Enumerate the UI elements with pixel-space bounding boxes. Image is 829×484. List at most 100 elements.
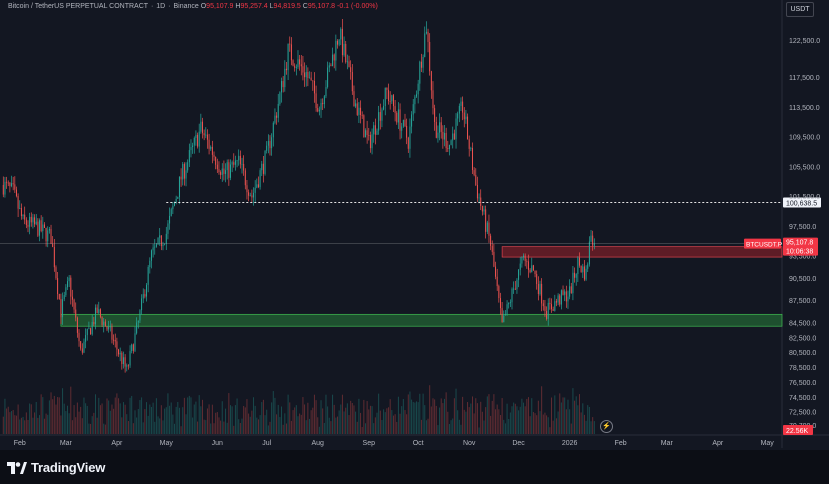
volume-bar xyxy=(523,402,525,434)
volume-bar xyxy=(529,416,531,434)
volume-bar xyxy=(495,409,497,434)
candle xyxy=(416,94,418,97)
volume-bar xyxy=(381,420,383,434)
volume-bar xyxy=(206,408,208,434)
volume-bar xyxy=(439,407,441,434)
volume-bar xyxy=(491,400,493,434)
candle xyxy=(76,317,78,333)
candle xyxy=(256,184,258,188)
candle xyxy=(439,122,441,133)
candle xyxy=(462,101,464,113)
candle xyxy=(401,126,403,131)
candle xyxy=(218,169,220,173)
currency-unit-button[interactable]: USDT xyxy=(786,2,814,17)
candle xyxy=(544,306,546,311)
candle xyxy=(208,139,210,149)
candle xyxy=(485,209,487,232)
candle xyxy=(91,321,93,335)
candle xyxy=(177,197,179,199)
volume-bar xyxy=(569,409,571,434)
volume-bar xyxy=(490,415,492,434)
volume-bar xyxy=(58,397,60,434)
volume-bar xyxy=(55,404,57,434)
volume-bar xyxy=(4,398,6,434)
volume-bar xyxy=(330,421,332,434)
volume-bar xyxy=(266,409,268,434)
candle xyxy=(88,328,90,330)
candle xyxy=(90,328,92,335)
volume-bar xyxy=(396,421,398,434)
y-tick-label: 122,500.0 xyxy=(789,38,820,45)
candle xyxy=(353,91,355,107)
candle xyxy=(424,33,426,57)
interval: 1D xyxy=(156,3,166,10)
volume-bar xyxy=(96,417,98,434)
candle xyxy=(139,310,141,321)
volume-bar xyxy=(187,397,189,434)
x-tick-label: Apr xyxy=(712,440,724,447)
candle xyxy=(318,109,320,112)
price-tag-value: 95,107.8 xyxy=(786,240,813,247)
volume-bar xyxy=(241,418,243,434)
volume-bar xyxy=(537,400,539,434)
footer-bar: TradingView xyxy=(0,450,829,484)
volume-bar xyxy=(371,406,373,434)
volume-bar xyxy=(269,421,271,434)
volume-bar xyxy=(234,405,236,434)
volume-bar xyxy=(587,405,589,434)
volume-bar xyxy=(488,394,490,434)
tradingview-logo[interactable]: TradingView xyxy=(7,460,105,475)
candle xyxy=(206,134,208,140)
volume-bar xyxy=(508,418,510,434)
candle xyxy=(73,299,75,310)
candle xyxy=(392,95,394,107)
candle xyxy=(440,122,442,132)
y-tick-label: 109,500.0 xyxy=(789,135,820,142)
volume-bar xyxy=(555,418,557,434)
volume-bar xyxy=(213,423,215,434)
volume-bar xyxy=(419,393,421,434)
volume-bar xyxy=(134,410,136,434)
candle xyxy=(228,162,230,178)
volume-bar xyxy=(185,414,187,434)
volume-bar xyxy=(580,412,582,434)
candle xyxy=(96,307,98,313)
candle xyxy=(555,301,557,303)
candle xyxy=(399,109,401,131)
volume-bar xyxy=(328,417,330,434)
candle xyxy=(40,220,42,232)
volume-bar xyxy=(229,405,231,434)
volume-bar xyxy=(435,405,437,434)
candle xyxy=(253,192,255,198)
volume-bar xyxy=(216,412,218,434)
change-value: -0.1 (-0.00%) xyxy=(337,3,378,10)
volume-bar xyxy=(261,402,263,434)
volume-bar xyxy=(45,413,47,434)
candle xyxy=(394,106,396,113)
candle xyxy=(304,72,306,78)
candle xyxy=(12,183,14,185)
volume-bar xyxy=(159,418,161,434)
candle xyxy=(536,274,538,284)
volume-bar xyxy=(66,405,68,434)
volume-bar xyxy=(521,398,523,434)
candle xyxy=(460,101,462,106)
candle xyxy=(85,335,87,342)
volume-bar xyxy=(496,404,498,434)
candle xyxy=(444,133,446,140)
volume-bar xyxy=(137,409,139,434)
volume-bar xyxy=(417,402,419,434)
candle xyxy=(328,65,330,68)
volume-bar xyxy=(300,414,302,434)
candle xyxy=(577,257,579,275)
candle xyxy=(4,181,6,195)
candle xyxy=(6,181,8,183)
volume-bar xyxy=(376,412,378,434)
lightning-icon[interactable]: ⚡ xyxy=(600,420,613,433)
candle xyxy=(363,115,365,138)
volume-bar xyxy=(462,396,464,434)
volume-tag: 22.56K xyxy=(786,428,809,435)
candle xyxy=(361,115,363,116)
volume-bar xyxy=(177,401,179,434)
